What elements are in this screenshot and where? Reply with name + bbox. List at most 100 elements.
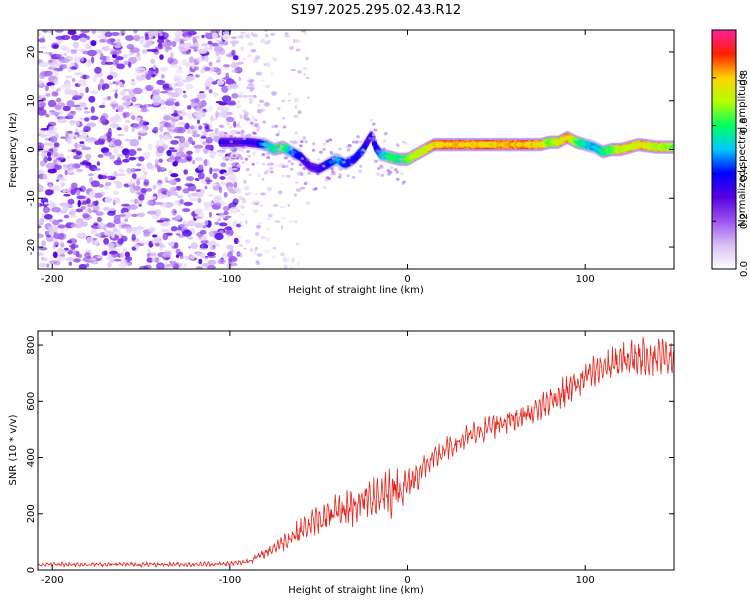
noise-cell	[295, 188, 302, 192]
noise-cell	[236, 190, 242, 194]
noise-cell	[283, 264, 288, 269]
noise-cell	[217, 151, 224, 157]
noise-cell	[194, 215, 198, 219]
noise-cell	[44, 84, 49, 92]
noise-cell	[109, 66, 113, 73]
noise-cell	[237, 153, 242, 158]
noise-cell	[56, 256, 66, 262]
noise-cell	[243, 134, 249, 137]
snr-x-tick-label: -200	[41, 575, 64, 586]
halo-cell	[273, 150, 278, 154]
noise-cell	[39, 46, 48, 49]
noise-cell	[136, 75, 145, 82]
noise-cell	[70, 62, 75, 67]
noise-cell	[78, 134, 87, 140]
noise-cell	[289, 46, 295, 50]
noise-cell	[196, 157, 204, 162]
noise-cell	[257, 103, 261, 107]
noise-cell	[237, 209, 241, 212]
noise-cell	[222, 253, 228, 260]
noise-cell	[152, 201, 163, 205]
halo-cell	[359, 140, 363, 144]
noise-cell	[118, 214, 126, 217]
noise-cell	[38, 170, 44, 174]
halo-cell	[380, 165, 384, 169]
noise-cell	[245, 239, 251, 244]
halo-cell	[289, 140, 294, 144]
noise-cell	[98, 184, 104, 188]
halo-cell	[298, 163, 303, 167]
noise-cell	[240, 205, 245, 209]
noise-cell	[78, 148, 83, 152]
halo-cell	[361, 148, 365, 152]
noise-cell	[229, 174, 237, 181]
noise-cell	[126, 167, 132, 174]
noise-cell	[94, 233, 102, 237]
noise-cell	[149, 251, 157, 259]
noise-cell	[150, 58, 156, 64]
noise-cell	[170, 149, 178, 153]
noise-cell	[242, 94, 248, 98]
halo-cell	[275, 133, 280, 137]
noise-cell	[133, 185, 141, 191]
noise-cell	[252, 209, 259, 213]
noise-cell	[183, 36, 191, 41]
noise-cell	[237, 56, 240, 59]
noise-cell	[208, 47, 213, 51]
noise-cell	[74, 132, 80, 136]
noise-cell	[160, 91, 170, 94]
noise-cell	[212, 168, 221, 172]
noise-cell	[96, 216, 103, 223]
noise-cell	[193, 144, 204, 149]
noise-cell	[151, 48, 159, 53]
noise-cell	[176, 214, 182, 220]
noise-cell	[132, 226, 136, 230]
noise-cell	[43, 30, 48, 34]
halo-cell	[402, 180, 406, 184]
noise-cell	[203, 201, 214, 207]
noise-cell	[134, 73, 140, 77]
halo-cell	[229, 140, 233, 144]
noise-cell	[238, 149, 245, 152]
noise-cell	[293, 114, 299, 119]
noise-cell	[141, 165, 146, 173]
noise-cell	[94, 66, 102, 74]
noise-cell	[133, 34, 141, 42]
noise-cell	[241, 161, 245, 164]
noise-cell	[207, 251, 216, 257]
noise-cell	[121, 212, 132, 219]
noise-cell	[80, 56, 85, 62]
noise-cell	[117, 133, 125, 137]
noise-cell	[214, 232, 224, 241]
noise-cell	[271, 56, 275, 60]
noise-cell	[225, 230, 232, 235]
noise-cell	[118, 33, 123, 36]
noise-cell	[110, 100, 117, 105]
noise-cell	[200, 235, 208, 241]
noise-cell	[133, 30, 138, 34]
noise-cell	[96, 255, 104, 259]
noise-cell	[151, 196, 157, 200]
noise-cell	[92, 204, 100, 212]
noise-cell	[103, 151, 112, 157]
noise-cell	[200, 43, 208, 47]
halo-cell	[315, 172, 320, 176]
noise-cell	[231, 43, 236, 47]
noise-cell	[151, 73, 156, 78]
noise-cell	[75, 107, 83, 111]
spectrogram-x-tick-label: 100	[576, 274, 595, 285]
noise-cell	[190, 98, 200, 103]
halo-cell	[266, 152, 270, 156]
noise-cell	[155, 139, 165, 147]
noise-cell	[259, 204, 264, 208]
noise-cell	[104, 31, 113, 37]
noise-cell	[230, 40, 240, 45]
halo-cell	[300, 157, 305, 161]
noise-cell	[167, 91, 174, 96]
halo-cell	[383, 132, 387, 136]
halo-cell	[229, 134, 233, 138]
noise-cell	[190, 255, 195, 260]
halo-cell	[400, 172, 404, 176]
noise-cell	[63, 193, 71, 197]
noise-cell	[189, 125, 195, 130]
